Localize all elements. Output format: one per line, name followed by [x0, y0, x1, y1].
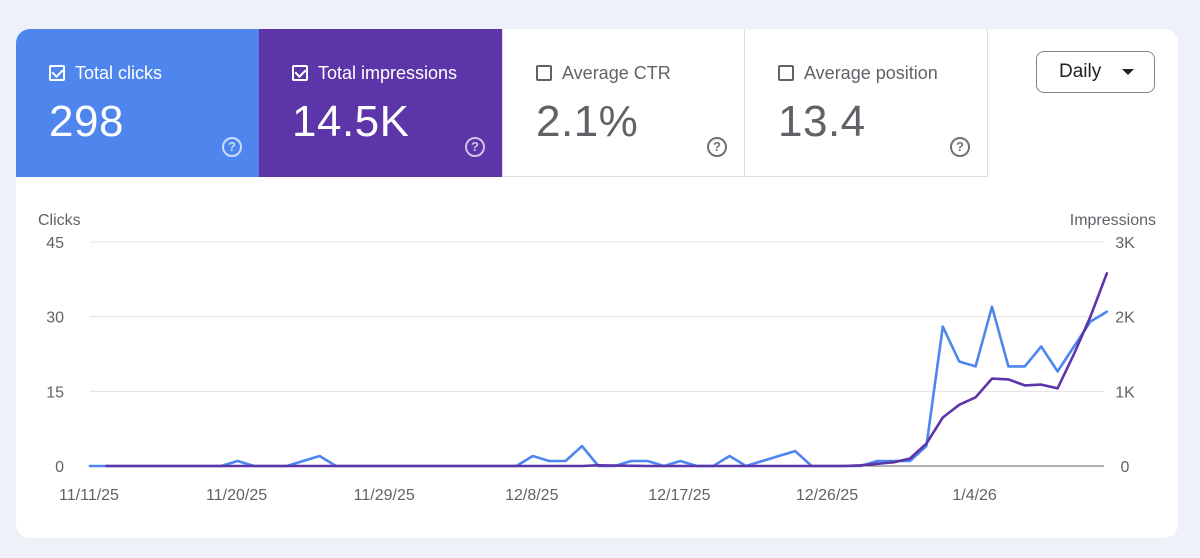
metric-value: 298: [49, 97, 124, 146]
clicks-checkbox[interactable]: [49, 65, 65, 81]
right-tick-label: 1K: [1115, 384, 1135, 401]
impressions-series-line: [105, 272, 1109, 468]
metric-value: 2.1%: [536, 97, 639, 146]
performance-card: Total clicks 298 ? Total impressions 14.…: [16, 29, 1178, 538]
x-tick-label: 1/4/26: [952, 487, 997, 504]
left-tick-label: 15: [46, 384, 64, 401]
right-tick-label: 2K: [1115, 310, 1135, 327]
help-icon[interactable]: ?: [222, 137, 242, 157]
metric-value: 14.5K: [292, 97, 410, 146]
performance-chart: Clicks Impressions 0 0 15 1K 30 2K 45 3K 11/11/2…: [38, 212, 1156, 504]
right-axis-label: Impressions: [1070, 212, 1156, 229]
x-tick-label: 12/8/25: [505, 487, 558, 504]
left-tick-label: 30: [46, 310, 64, 327]
x-tick-label: 11/29/25: [354, 487, 415, 504]
metric-total-clicks[interactable]: Total clicks 298 ?: [16, 29, 259, 177]
metric-label: Total clicks: [75, 62, 163, 83]
x-tick-label: 12/26/25: [796, 487, 858, 504]
help-icon[interactable]: ?: [707, 137, 727, 157]
metric-label: Total impressions: [318, 62, 458, 83]
left-axis-label: Clicks: [38, 212, 81, 229]
x-tick-label: 11/11/25: [59, 487, 119, 504]
right-tick-label: 3K: [1115, 235, 1135, 252]
clicks-series-line: [88, 305, 1109, 468]
range-dropdown-value: Daily: [1059, 61, 1102, 82]
right-tick-label: 0: [1121, 459, 1130, 476]
ctr-checkbox[interactable]: [536, 65, 552, 81]
metric-total-impressions[interactable]: Total impressions 14.5K ?: [259, 29, 502, 177]
x-tick-label: 12/17/25: [648, 487, 710, 504]
metric-label: Average CTR: [562, 62, 671, 83]
position-checkbox[interactable]: [778, 65, 794, 81]
left-tick-label: 45: [46, 235, 64, 252]
help-icon[interactable]: ?: [465, 137, 485, 157]
range-dropdown[interactable]: Daily: [1036, 51, 1155, 93]
help-icon[interactable]: ?: [950, 137, 970, 157]
metric-average-position[interactable]: Average position 13.4 ?: [745, 29, 988, 177]
impressions-checkbox[interactable]: [292, 65, 308, 81]
caret-down-icon: [1122, 69, 1134, 75]
metric-label: Average position: [804, 62, 938, 83]
left-tick-label: 0: [55, 459, 64, 476]
x-tick-label: 11/20/25: [206, 487, 267, 504]
metric-value: 13.4: [778, 97, 866, 146]
metric-average-ctr[interactable]: Average CTR 2.1% ?: [502, 29, 745, 177]
